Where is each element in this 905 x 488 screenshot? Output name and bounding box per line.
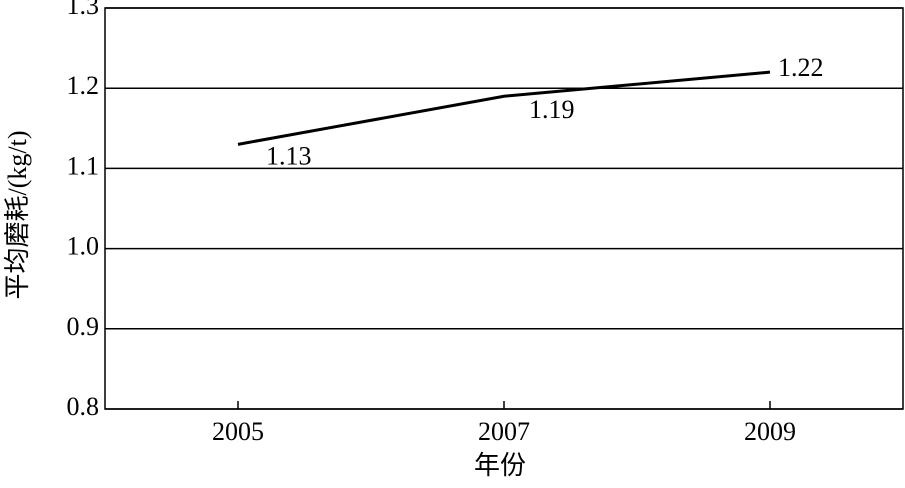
y-tick-label: 1.2 <box>67 71 100 100</box>
x-axis-label: 年份 <box>474 451 526 480</box>
y-axis-label: 平均磨耗/(kg/t) <box>3 131 32 300</box>
x-tick-label: 2005 <box>212 417 264 446</box>
y-tick-label: 1.3 <box>67 0 100 20</box>
y-tick-label: 1.0 <box>67 232 100 261</box>
x-tick-label: 2009 <box>744 417 796 446</box>
data-label: 1.13 <box>266 141 312 170</box>
x-tick-label: 2007 <box>478 417 530 446</box>
line <box>237 70 771 146</box>
data-label: 1.22 <box>778 53 824 82</box>
data-label: 1.19 <box>529 95 575 124</box>
y-tick-label: 0.9 <box>67 312 100 341</box>
y-tick-label: 1.1 <box>67 151 100 180</box>
plot-frame <box>104 7 904 410</box>
y-tick-label: 0.8 <box>67 392 100 421</box>
